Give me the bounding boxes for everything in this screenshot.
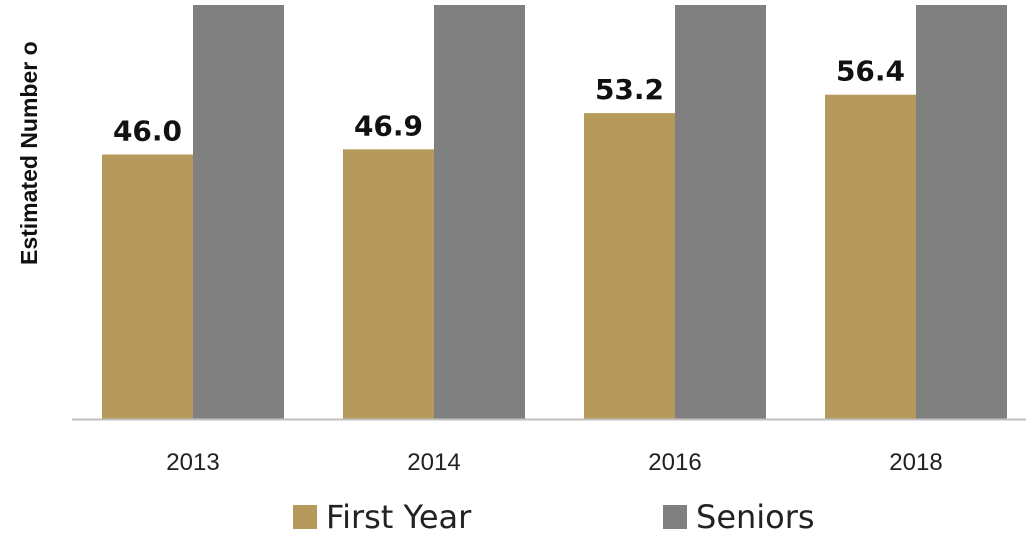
- x-tick-label-2014: 2014: [407, 449, 460, 476]
- legend-swatch-seniors: [663, 505, 687, 529]
- bars-layer: [102, 5, 1007, 419]
- bar-seniors-2016: [675, 5, 766, 419]
- bar-first-year-2018: [825, 94, 916, 419]
- bar-seniors-2018: [916, 5, 1007, 419]
- legend: First Year Seniors: [293, 498, 815, 536]
- data-label-2014: 46.9: [354, 109, 423, 142]
- x-tick-label-2013: 2013: [166, 449, 219, 476]
- y-axis-label: Estimated Number o: [16, 41, 42, 265]
- data-label-2013: 46.0: [113, 115, 182, 148]
- legend-label-first-year: First Year: [326, 498, 472, 536]
- x-tick-label-2018: 2018: [889, 449, 942, 476]
- x-tick-labels: 2013 2014 2016 2018: [166, 449, 942, 476]
- bar-seniors-2014: [434, 5, 525, 419]
- x-tick-label-2016: 2016: [648, 449, 701, 476]
- bar-first-year-2014: [343, 149, 434, 419]
- bar-seniors-2013: [193, 5, 284, 419]
- legend-swatch-first-year: [293, 505, 317, 529]
- data-label-2016: 53.2: [595, 73, 664, 106]
- data-label-2018: 56.4: [836, 55, 905, 88]
- bar-first-year-2016: [584, 113, 675, 419]
- data-labels-layer: 46.0 46.9 53.2 56.4: [113, 55, 905, 148]
- bar-first-year-2013: [102, 154, 193, 419]
- legend-label-seniors: Seniors: [696, 498, 815, 536]
